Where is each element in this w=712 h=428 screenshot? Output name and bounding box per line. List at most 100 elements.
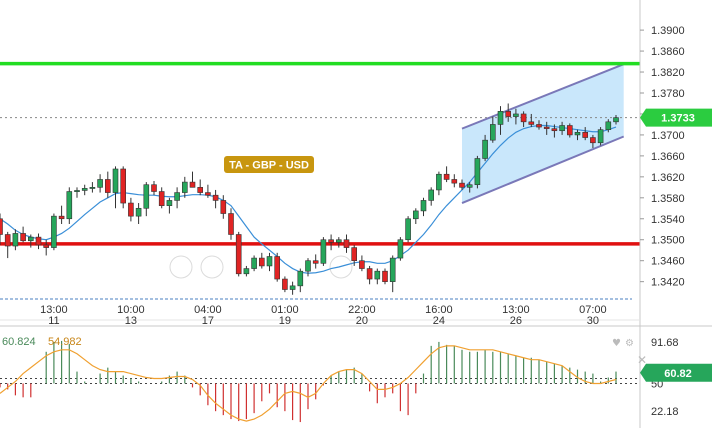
candle-body <box>389 257 396 282</box>
candle <box>613 115 619 125</box>
candle-body <box>212 194 219 201</box>
oscillator-current-value: 60.82 <box>664 368 692 380</box>
price-axis: 1.39001.38601.38201.37801.37401.37001.36… <box>640 25 685 289</box>
channel-lower-line <box>461 135 625 204</box>
price-tick-label: 1.3780 <box>651 88 685 100</box>
price-tick-label: 1.3700 <box>651 130 685 142</box>
candle <box>266 252 273 272</box>
candle <box>528 113 535 128</box>
candle <box>551 124 558 138</box>
candle <box>343 234 350 253</box>
close-icon[interactable]: ✕ <box>637 353 647 367</box>
candle <box>536 120 542 130</box>
candle-body <box>135 207 142 217</box>
candle-body <box>0 218 3 235</box>
date-tick-day: 26 <box>510 315 522 327</box>
candle-body <box>466 184 473 188</box>
candle-body <box>351 247 358 261</box>
candle <box>4 231 11 259</box>
candle <box>112 166 119 209</box>
candle-body <box>497 111 504 125</box>
date-tick-time: 13:00 <box>502 304 530 316</box>
settings-icon[interactable]: ⚙ <box>625 338 634 349</box>
candle-body <box>412 210 419 220</box>
candle <box>27 234 34 248</box>
candle-body <box>289 285 296 290</box>
candle <box>428 187 435 206</box>
candle-body <box>251 257 257 269</box>
candle-body <box>274 256 281 280</box>
candle-body <box>74 190 80 192</box>
candle <box>35 233 42 250</box>
candle-body <box>528 121 535 125</box>
date-tick-day: 30 <box>587 315 599 327</box>
price-tick-label: 1.3500 <box>651 235 685 247</box>
candle <box>235 231 242 277</box>
oscillator-controls[interactable]: ♥ ⚙ ✕ <box>612 338 647 367</box>
candle <box>412 208 419 225</box>
date-tick-time: 07:00 <box>579 304 607 316</box>
oscillator-signal-line <box>0 345 617 422</box>
candle-body <box>366 268 373 280</box>
price-tick-label: 1.3420 <box>651 277 685 289</box>
candle <box>143 182 150 217</box>
candle-body <box>474 158 481 186</box>
date-tick-time: 13:00 <box>40 304 68 316</box>
heart-icon[interactable]: ♥ <box>612 338 621 349</box>
date-axis: 13:001110:001304:001701:001922:002016:00… <box>40 304 607 327</box>
candle <box>120 166 126 209</box>
candle-body <box>297 270 304 287</box>
candle-body <box>128 202 134 217</box>
price-tick-label: 1.3620 <box>651 172 685 184</box>
candle <box>389 255 396 293</box>
candle-body <box>428 189 435 201</box>
candle <box>520 111 527 128</box>
candle-body <box>613 117 619 123</box>
oscillator-levels <box>0 378 640 384</box>
candles <box>0 103 619 295</box>
candle-body <box>258 257 265 267</box>
candle-body <box>105 179 111 193</box>
candle-body <box>143 184 150 209</box>
candle-body <box>335 239 342 243</box>
candle <box>566 123 573 138</box>
oscillator-badge-bg <box>640 363 712 382</box>
date-tick-time: 10:00 <box>117 304 145 316</box>
candle <box>590 134 596 149</box>
candle-body <box>436 173 442 191</box>
candle <box>220 195 227 219</box>
candle <box>297 268 304 293</box>
candle <box>105 171 111 198</box>
candle-body <box>166 200 173 206</box>
candle-body <box>235 234 242 275</box>
candle <box>0 213 3 245</box>
candle <box>228 208 234 240</box>
channel-upper-line <box>461 63 625 130</box>
last-price-value: 1.3733 <box>661 113 695 125</box>
candle-body <box>35 236 42 246</box>
candle <box>74 187 80 198</box>
forward-icon[interactable] <box>329 255 353 279</box>
pair-label: TA - GBP - USD <box>229 160 309 172</box>
speaker-icon[interactable] <box>169 255 193 279</box>
candle <box>43 239 50 256</box>
channel-fill <box>462 64 624 204</box>
candle <box>559 121 565 135</box>
date-tick-day: 13 <box>125 315 137 327</box>
date-tick-day: 11 <box>48 315 59 327</box>
candle <box>320 237 327 266</box>
candle-body <box>559 125 565 132</box>
tools-icon[interactable] <box>200 255 224 279</box>
price-tick-label: 1.3900 <box>651 25 685 37</box>
candle <box>197 179 203 196</box>
playback-controls[interactable] <box>169 255 353 279</box>
price-tick-label: 1.3460 <box>651 256 685 268</box>
candle-body <box>112 168 119 193</box>
last-price-bg <box>640 108 712 127</box>
candle <box>359 255 365 272</box>
candle-body <box>343 239 350 248</box>
candle <box>466 182 473 193</box>
candle-body <box>382 270 388 282</box>
candle <box>543 121 550 135</box>
candle-body <box>189 181 196 188</box>
